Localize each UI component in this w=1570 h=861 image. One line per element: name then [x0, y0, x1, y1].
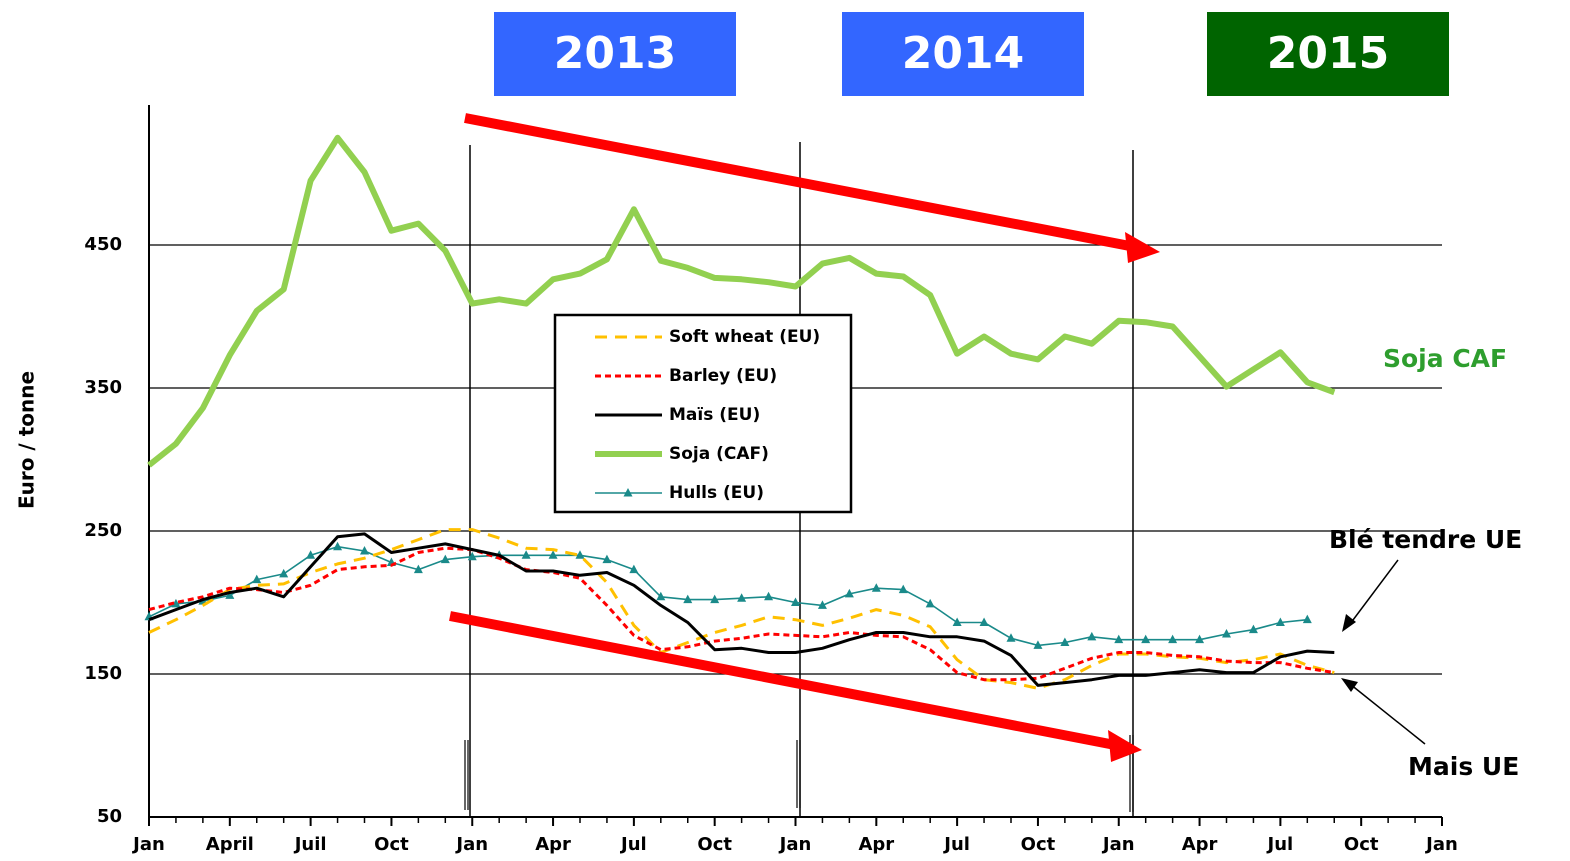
x-tick-label: Oct: [374, 834, 409, 855]
series-marker: [602, 554, 612, 564]
x-tick-label: Jan: [1424, 834, 1458, 855]
series-marker: [1275, 617, 1285, 627]
period-boxes: 2013 2014 2015: [494, 12, 1449, 96]
series-marker: [521, 550, 531, 559]
annotation: Mais UE: [1408, 752, 1519, 781]
legend-label: Soja (CAF): [669, 444, 769, 464]
x-tick-label: Jan: [1101, 834, 1135, 855]
trend-arrow: [464, 113, 1136, 252]
x-tick-label: Oct: [697, 834, 732, 855]
series-marker: [844, 588, 854, 598]
series-marker: [1114, 634, 1124, 644]
y-tick-label: 250: [84, 520, 122, 541]
series-marker: [1302, 614, 1312, 624]
period-box: [842, 12, 1084, 96]
x-tick-label: Jan: [454, 834, 488, 855]
period-label: 2014: [902, 28, 1024, 79]
series-marker: [737, 593, 747, 602]
series-marker: [360, 546, 369, 555]
break-marks: [464, 735, 1134, 812]
series-marker: [1195, 634, 1205, 644]
x-tick-label: Oct: [1021, 834, 1056, 855]
period-label: 2015: [1267, 28, 1389, 79]
x-tick-label: Apr: [858, 834, 894, 855]
series-marker: [548, 550, 558, 559]
series-marker: [925, 598, 935, 608]
pointer-arrow: [1349, 683, 1426, 745]
pointer-arrow: [1349, 559, 1399, 625]
series-marker: [252, 574, 262, 584]
y-axis-label: Euro / tonne: [15, 371, 39, 509]
x-tick-label: Jul: [942, 834, 970, 855]
series-marker: [683, 594, 693, 604]
series-marker: [1222, 628, 1231, 638]
x-tick-label: April: [206, 834, 254, 855]
series-marker: [1087, 631, 1097, 641]
annotation: Blé tendre UE: [1329, 525, 1522, 554]
series-line: [148, 532, 1335, 687]
annotation: Soja CAF: [1383, 344, 1507, 373]
trend-arrow-head: [1108, 730, 1142, 762]
series-marker: [656, 591, 666, 601]
series-marker: [791, 597, 800, 606]
legend-label: Maïs (EU): [669, 405, 760, 425]
y-tick-label: 350: [84, 377, 122, 398]
series-marker: [225, 590, 235, 599]
series-marker: [413, 564, 423, 574]
pointer-arrow-head: [1342, 614, 1356, 632]
series-marker: [1248, 624, 1258, 634]
series-line: [148, 546, 1335, 682]
period-label: 2013: [554, 28, 676, 79]
series-marker: [952, 617, 962, 627]
series-marker: [1141, 634, 1151, 644]
series-marker: [306, 550, 316, 559]
x-tick-label: Jul: [619, 834, 647, 855]
x-tick-label: Apr: [535, 834, 571, 855]
pointer-arrow-head: [1341, 678, 1358, 692]
series-marker: [979, 617, 989, 627]
plot-area: 50 150 250 350 450 Jan April Juil Oct Jan Apr Jul Oc…: [84, 105, 1458, 855]
series-marker: [575, 550, 585, 559]
x-tick-label: Apr: [1182, 834, 1218, 855]
legend-label: Barley (EU): [669, 366, 777, 386]
legend: Soft wheat (EU) Barley (EU) Maïs (EU) Soja …: [553, 313, 853, 514]
series-marker: [1006, 633, 1016, 642]
series-marker: [871, 583, 881, 592]
series-line: [148, 528, 1335, 690]
y-tick-label: 150: [84, 663, 122, 684]
x-tick-label: Jul: [1266, 834, 1294, 855]
series-marker: [1168, 634, 1178, 644]
x-tick-label: Jan: [778, 834, 812, 855]
series-marker: [333, 541, 343, 551]
legend-label: Hulls (EU): [669, 483, 764, 503]
series-line: [148, 545, 1308, 647]
period-box: [1207, 12, 1449, 96]
y-tick-label: 450: [84, 234, 122, 255]
x-tick-label: Juil: [293, 834, 327, 855]
series-marker: [629, 564, 639, 574]
series-marker: [710, 594, 720, 604]
series-marker: [817, 600, 827, 609]
legend-marker: [623, 488, 633, 497]
series-marker: [764, 591, 774, 601]
series-marker: [279, 568, 289, 578]
series-marker: [171, 598, 181, 608]
series-marker: [1033, 640, 1043, 649]
series-line: [147, 134, 1336, 468]
trend-arrow-head: [1125, 232, 1160, 263]
trend-arrow: [449, 611, 1116, 750]
series-marker: [467, 551, 477, 561]
series-marker: [440, 554, 450, 564]
period-box: [494, 12, 736, 96]
series-marker: [898, 584, 908, 594]
series-marker: [1060, 637, 1070, 647]
legend-label: Soft wheat (EU): [669, 327, 820, 347]
x-tick-label: Oct: [1344, 834, 1379, 855]
y-tick-label: 50: [97, 806, 122, 827]
x-tick-label: Jan: [131, 834, 165, 855]
